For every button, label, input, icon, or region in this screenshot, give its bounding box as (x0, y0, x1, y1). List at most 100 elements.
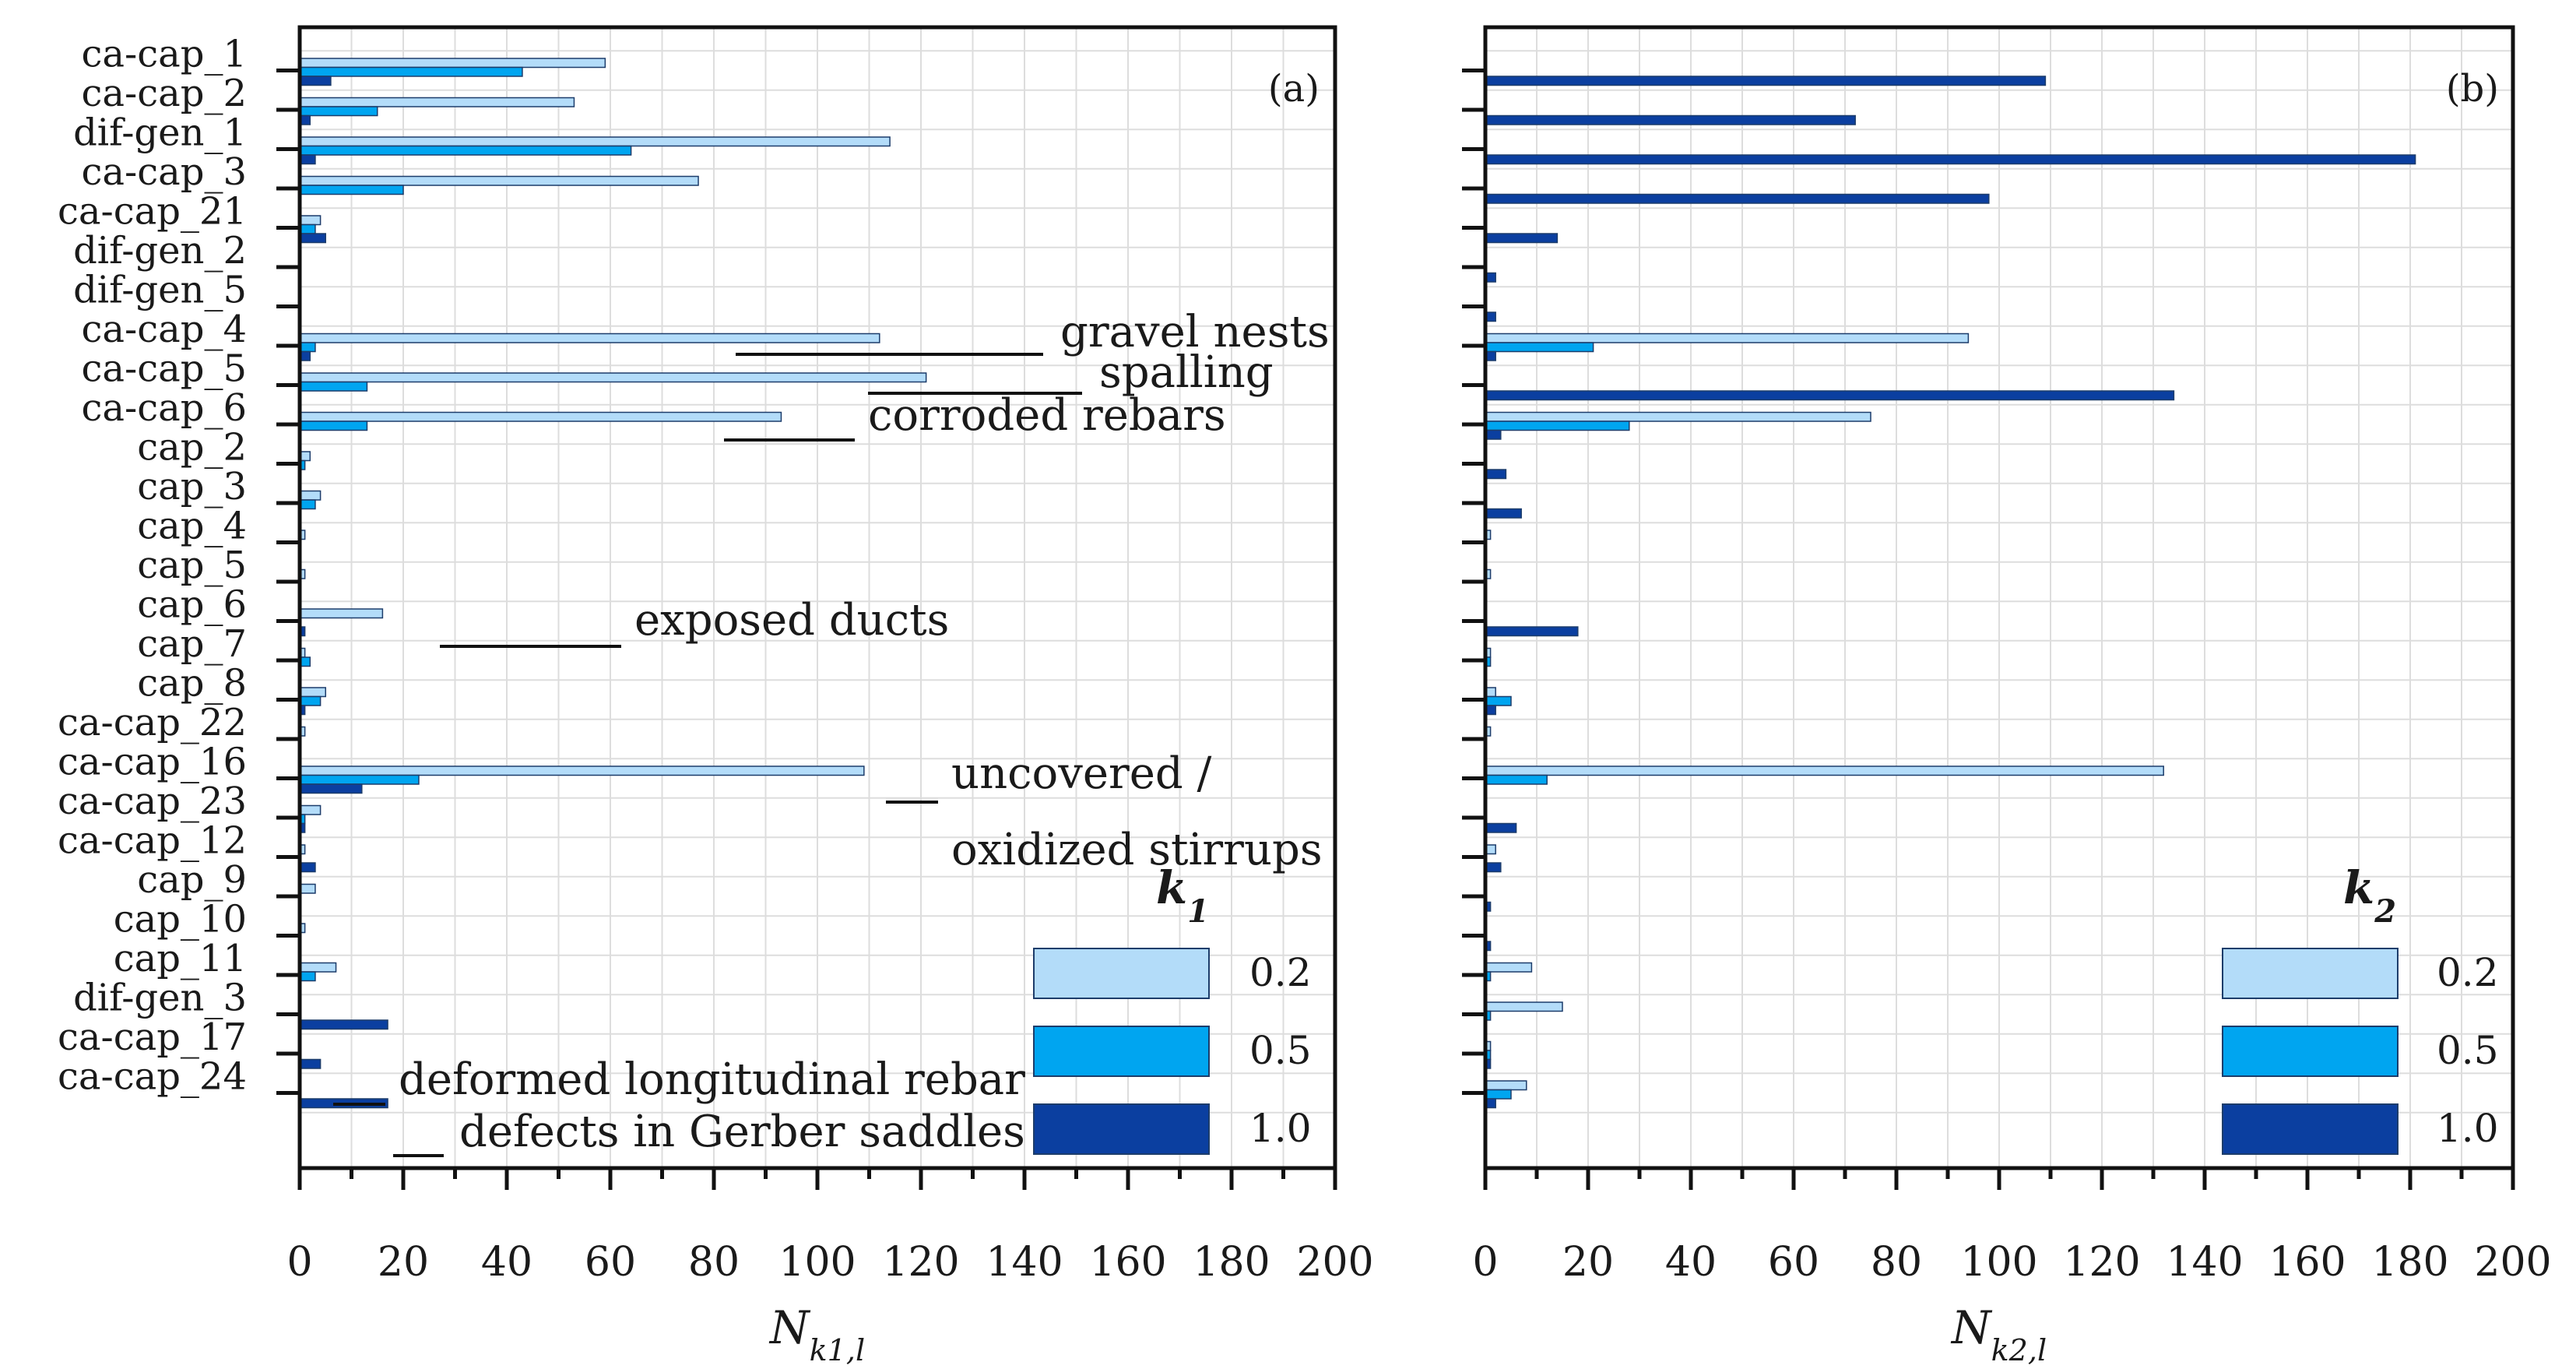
annotation-label: exposed ducts (634, 595, 949, 646)
bar (1485, 76, 2047, 86)
annotation-label: defects in Gerber saddles (459, 1107, 1025, 1157)
bar (299, 411, 782, 422)
x-tick-label: 100 (1960, 1239, 2037, 1286)
x-tick-label: 0 (1472, 1239, 1498, 1286)
bar (1485, 822, 1517, 833)
bar (299, 223, 316, 234)
bar (1485, 233, 1559, 244)
y-tick-label: ca-cap_12 (58, 819, 247, 863)
legend-title: k1 (1156, 861, 1209, 930)
panel-b-legend: k2 0.2 0.5 1.0 (2222, 861, 2499, 1155)
bar (1485, 333, 1970, 343)
legend-title: k2 (2343, 861, 2396, 930)
bar (1485, 411, 1871, 422)
x-tick-label: 80 (688, 1239, 740, 1286)
annotation-label: uncovered / (951, 748, 1212, 799)
y-tick-label: cap_11 (114, 937, 247, 980)
bar (1485, 962, 1533, 973)
y-tick-label: ca-cap_3 (82, 150, 247, 194)
legend-swatch (1033, 1103, 1210, 1155)
y-tick-label: dif-gen_1 (73, 111, 247, 155)
bar (1485, 1080, 1527, 1091)
y-tick-label: ca-cap_1 (82, 33, 247, 76)
y-tick-label: cap_10 (114, 898, 247, 941)
bar (1485, 390, 2175, 401)
panel-a-bars (299, 58, 927, 1109)
y-tick-label: cap_9 (137, 858, 247, 902)
y-tick-label: ca-cap_23 (58, 780, 247, 823)
legend-swatch (1033, 948, 1210, 999)
legend-label: 1.0 (1249, 1106, 1312, 1151)
bar (299, 215, 322, 226)
y-tick-label: ca-cap_16 (58, 741, 247, 784)
y-tick-label: cap_4 (137, 505, 247, 548)
bar (299, 608, 384, 619)
bar (1485, 114, 1856, 125)
legend-swatch (1033, 1026, 1210, 1077)
bar (299, 490, 322, 501)
panel-a-x-axis-title: Nk1,l (768, 1301, 865, 1367)
bar (1485, 1001, 1563, 1012)
x-tick-label: 200 (2474, 1239, 2551, 1286)
x-tick-label: 80 (1871, 1239, 1922, 1286)
y-tick-label: ca-cap_17 (58, 1015, 247, 1059)
panel-b-x-axis-title: Nk2,l (1950, 1301, 2047, 1367)
y-tick-label: cap_8 (137, 662, 247, 706)
bar (299, 333, 880, 343)
x-tick-label: 0 (286, 1239, 312, 1286)
y-tick-label: dif-gen_5 (73, 269, 247, 312)
x-tick-label: 160 (1089, 1239, 1166, 1286)
y-tick-label: ca-cap_6 (82, 386, 247, 430)
legend-label: 0.5 (2437, 1028, 2499, 1073)
bar (299, 765, 865, 776)
x-tick-label: 60 (1768, 1239, 1819, 1286)
bar (1485, 765, 2164, 776)
bar (299, 154, 316, 165)
x-tick-label: 180 (1193, 1239, 1270, 1286)
annotation-label: oxidized stirrups (951, 825, 1323, 875)
annotation-label: corroded rebars (868, 390, 1226, 441)
bar (1485, 193, 1990, 204)
x-tick-label: 120 (882, 1239, 959, 1286)
bar (299, 883, 316, 894)
y-tick-label: cap_2 (137, 426, 247, 470)
y-tick-label: ca-cap_4 (82, 308, 247, 351)
bar (299, 421, 368, 431)
bar (299, 687, 326, 698)
y-tick-label: cap_7 (137, 622, 247, 666)
bar (299, 381, 368, 392)
y-tick-label: ca-cap_24 (58, 1055, 247, 1099)
bar (299, 97, 575, 107)
legend-label: 1.0 (2437, 1106, 2499, 1151)
y-tick-label: cap_5 (137, 544, 247, 587)
panel-a-label: (a) (1268, 67, 1320, 111)
bar (299, 862, 316, 873)
bar (299, 175, 699, 186)
bar (299, 66, 523, 77)
bar (299, 342, 316, 353)
y-tick-label: ca-cap_21 (58, 190, 247, 234)
x-tick-label: 140 (986, 1239, 1063, 1286)
x-tick-label: 160 (2268, 1239, 2346, 1286)
y-tick-label: cap_6 (137, 583, 247, 627)
bar (299, 695, 322, 706)
bar (1485, 862, 1502, 873)
bar (1485, 429, 1502, 440)
x-tick-label: 20 (378, 1239, 429, 1286)
bar (299, 106, 378, 117)
bar (299, 1019, 388, 1030)
annotation-label: deformed longitudinal rebar (399, 1054, 1025, 1105)
panel-b-axes: 0 20 40 60 80 100 120 140 160 180 200 (1462, 69, 2552, 1286)
bar (299, 971, 316, 982)
bar (1485, 421, 1630, 431)
bar (1485, 154, 2416, 165)
x-tick-label: 100 (778, 1239, 856, 1286)
bar (299, 185, 404, 195)
bar (299, 136, 891, 147)
panel-b: k20.20.51.0 0 20 40 60 80 100 120 140 160 180 200 … (1462, 25, 2552, 1367)
x-tick-label: 120 (2063, 1239, 2140, 1286)
bar (1485, 626, 1579, 637)
x-tick-label: 40 (481, 1239, 532, 1286)
bar (299, 1058, 322, 1069)
